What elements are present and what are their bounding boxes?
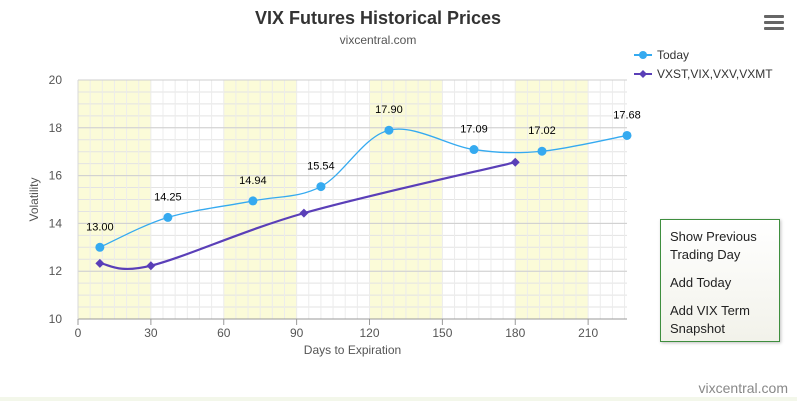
menu-item-show-previous-trading-day[interactable]: Show Previous Trading Day: [661, 226, 779, 266]
menu-item-add-vix-term-snapshot[interactable]: Add VIX Term Snapshot: [661, 300, 779, 340]
data-point[interactable]: [384, 125, 394, 135]
x-tick-label: 210: [578, 326, 598, 340]
chart-subtitle: vixcentral.com: [340, 33, 417, 47]
data-point[interactable]: [95, 242, 105, 252]
y-tick-label: 10: [49, 312, 63, 326]
data-label: 17.02: [528, 125, 556, 137]
data-label: 14.94: [239, 175, 267, 187]
x-tick-label: 150: [432, 326, 452, 340]
y-tick-label: 14: [49, 216, 63, 230]
data-point[interactable]: [146, 261, 156, 271]
menu-item-line: Show Previous: [670, 229, 757, 244]
x-tick-label: 30: [144, 326, 158, 340]
series-line: [99, 161, 516, 271]
chart-menu-icon[interactable]: [764, 15, 784, 33]
legend-label[interactable]: VXST,VIX,VXV,VXMT: [657, 67, 773, 81]
x-tick-label: 120: [359, 326, 379, 340]
y-tick-label: 16: [49, 169, 63, 183]
data-label: 17.68: [613, 109, 641, 121]
data-point[interactable]: [316, 182, 326, 192]
data-label: 17.09: [460, 124, 488, 136]
data-label: 14.25: [154, 191, 182, 203]
x-axis-title: Days to Expiration: [304, 343, 401, 357]
data-label: 15.54: [307, 161, 335, 173]
menu-item-line: Trading Day: [670, 247, 741, 262]
data-label: 13.00: [86, 221, 114, 233]
legend-label[interactable]: Today: [657, 48, 689, 62]
x-tick-label: 90: [290, 326, 304, 340]
legend-marker: [639, 70, 647, 78]
menu-item-line: Add Today: [670, 275, 732, 290]
y-tick-label: 12: [49, 264, 63, 278]
y-tick-label: 18: [49, 121, 63, 135]
data-label: 17.90: [375, 104, 403, 116]
context-menu: Show Previous Trading Day Add Today Add …: [660, 219, 780, 342]
data-point[interactable]: [248, 196, 258, 206]
data-point[interactable]: [469, 145, 479, 155]
legend-marker: [639, 51, 647, 59]
menu-item-line: Add VIX Term: [670, 303, 750, 318]
x-tick-label: 60: [217, 326, 231, 340]
data-point[interactable]: [163, 212, 173, 222]
menu-item-line: Snapshot: [670, 321, 725, 336]
footer-divider: [0, 397, 797, 401]
y-tick-label: 20: [49, 73, 63, 87]
chart-title: VIX Futures Historical Prices: [255, 8, 501, 28]
credit-link[interactable]: vixcentral.com: [698, 380, 788, 396]
data-point[interactable]: [95, 258, 105, 268]
data-point[interactable]: [510, 157, 520, 167]
y-axis-title: Volatility: [27, 177, 41, 221]
data-point[interactable]: [622, 130, 632, 140]
data-point[interactable]: [299, 208, 309, 218]
x-tick-label: 0: [75, 326, 82, 340]
menu-item-add-today[interactable]: Add Today: [661, 272, 779, 294]
data-point[interactable]: [537, 146, 547, 156]
x-tick-label: 180: [505, 326, 525, 340]
